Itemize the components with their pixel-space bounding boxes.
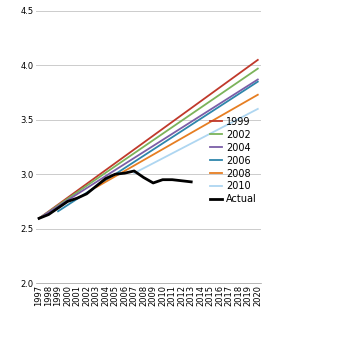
2010 xyxy=(132,171,136,175)
Actual xyxy=(104,176,108,181)
Actual xyxy=(132,169,136,173)
Actual xyxy=(180,179,184,183)
Legend: 1999, 2002, 2004, 2006, 2008, 2010, Actual: 1999, 2002, 2004, 2006, 2008, 2010, Actu… xyxy=(209,116,258,205)
Actual xyxy=(46,212,51,217)
Actual xyxy=(94,184,98,188)
Actual xyxy=(151,181,155,185)
2008 xyxy=(94,185,98,189)
Actual xyxy=(122,171,127,175)
Actual xyxy=(113,172,117,176)
Actual xyxy=(142,175,146,180)
Actual xyxy=(189,180,193,184)
Line: 2010: 2010 xyxy=(134,109,258,173)
Actual xyxy=(56,206,60,210)
2010 xyxy=(256,107,260,111)
Actual xyxy=(170,178,174,182)
2008 xyxy=(256,93,260,97)
Actual xyxy=(84,192,89,196)
Actual xyxy=(37,216,41,221)
Line: 2008: 2008 xyxy=(96,95,258,187)
Actual xyxy=(160,178,165,182)
Actual xyxy=(66,199,70,204)
Actual xyxy=(75,196,79,200)
Line: Actual: Actual xyxy=(39,171,191,219)
